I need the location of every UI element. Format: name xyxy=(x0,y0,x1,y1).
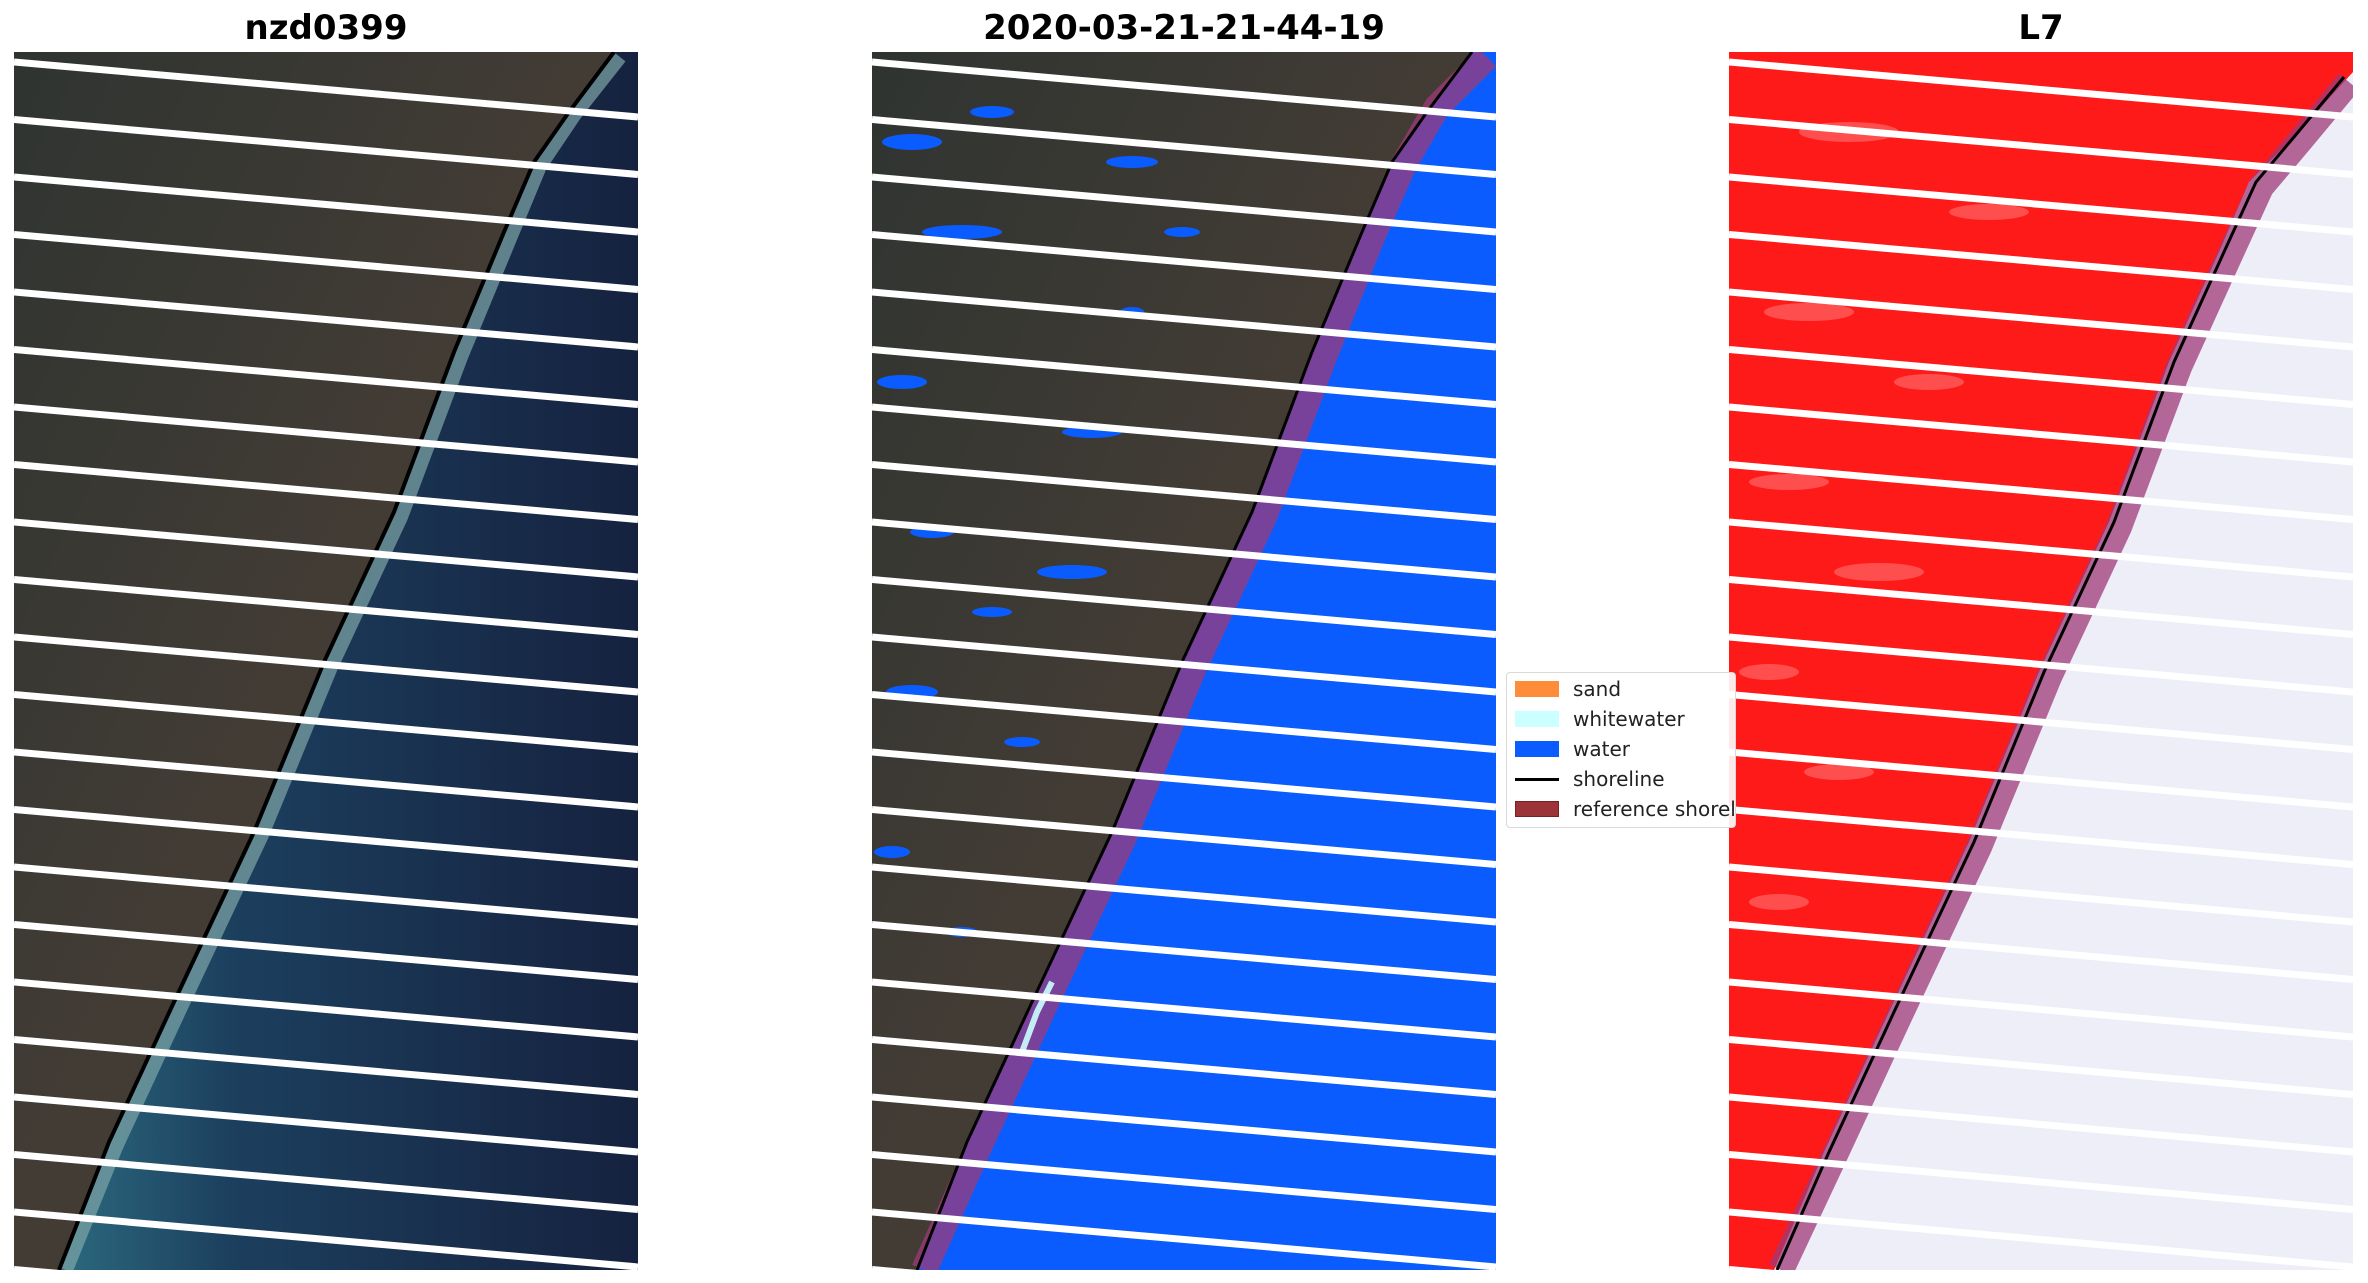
scan-line-gap xyxy=(14,461,638,523)
scan-line-gap xyxy=(14,633,638,696)
scan-line-gap xyxy=(1729,58,2353,121)
scan-line-gap xyxy=(872,921,1496,983)
legend-swatch-sand xyxy=(1515,681,1559,697)
scan-line-gap xyxy=(14,691,638,753)
rgb-image-panel xyxy=(14,52,638,1270)
scan-line-gap xyxy=(872,403,1496,466)
scan-line-gap xyxy=(872,1151,1496,1213)
panel-title-rgb: nzd0399 xyxy=(244,8,408,48)
scan-line-gap xyxy=(1729,978,2353,1041)
scan-line-gap xyxy=(14,346,638,408)
scan-line-gap xyxy=(1729,288,2353,351)
scan-line-gap xyxy=(872,691,1496,753)
legend-item-sand: sand xyxy=(1507,675,1735,701)
scan-line-gap xyxy=(872,173,1496,236)
scan-line-gap xyxy=(872,806,1496,868)
whitewater-strip xyxy=(1019,980,1055,1054)
legend: sand whitewater water shoreline referenc… xyxy=(1506,672,1736,828)
scan-line-gap xyxy=(872,748,1496,811)
scan-line-gap xyxy=(1729,691,2353,753)
panel-title-classified: 2020-03-21-21-44-19 xyxy=(983,8,1385,48)
legend-swatch-reference-shoreline xyxy=(1515,801,1559,817)
classified-image-panel xyxy=(872,52,1496,1270)
scan-line-gap xyxy=(14,288,638,351)
scan-line-gap xyxy=(872,231,1496,293)
scan-line-gap xyxy=(1729,1036,2353,1098)
scan-line-gap xyxy=(14,806,638,868)
water-index-panel xyxy=(1729,52,2353,1270)
legend-label-reference-shoreline: reference shoreline xyxy=(1573,797,1736,821)
legend-swatch-whitewater xyxy=(1515,711,1559,727)
scan-line-gap xyxy=(1729,921,2353,983)
scan-line-gap xyxy=(872,1093,1496,1156)
scan-line-gap xyxy=(872,1036,1496,1098)
legend-label-shoreline: shoreline xyxy=(1573,767,1665,791)
scan-line-gap xyxy=(14,518,638,581)
scan-line-gap xyxy=(1729,461,2353,523)
scan-line-gap xyxy=(14,863,638,926)
scan-line-gap xyxy=(872,116,1496,178)
legend-item-water: water xyxy=(1507,735,1735,761)
scan-line-gap xyxy=(1729,863,2353,926)
scan-line-gap xyxy=(1729,116,2353,178)
scan-line-gaps xyxy=(872,58,1496,1270)
scan-line-gap xyxy=(14,116,638,178)
scan-line-gap xyxy=(1729,231,2353,293)
scan-line-gap xyxy=(14,1151,638,1213)
scan-line-gap xyxy=(872,58,1496,121)
scan-line-gap xyxy=(1729,346,2353,408)
scan-line-gap xyxy=(872,346,1496,408)
scan-line-gap xyxy=(1729,1151,2353,1213)
scan-line-gap xyxy=(1729,518,2353,581)
scan-line-gap xyxy=(14,1093,638,1156)
scan-line-gap xyxy=(1729,1093,2353,1156)
scan-line-gaps xyxy=(1729,58,2353,1270)
scan-line-gap xyxy=(14,978,638,1041)
scan-line-gap xyxy=(1729,1208,2353,1270)
scan-line-gap xyxy=(14,576,638,638)
reference-shoreline-band xyxy=(1769,73,2353,1270)
legend-label-water: water xyxy=(1573,737,1630,761)
scan-line-gap xyxy=(1729,173,2353,236)
scan-line-gap xyxy=(872,576,1496,638)
legend-item-shoreline: shoreline xyxy=(1507,765,1735,791)
scan-line-gap xyxy=(1729,748,2353,811)
scan-line-gap xyxy=(14,403,638,466)
panel-title-index: L7 xyxy=(2018,8,2064,48)
scan-line-gap xyxy=(14,231,638,293)
scan-line-gap xyxy=(1729,576,2353,638)
scan-line-gap xyxy=(1729,806,2353,868)
scan-line-gap xyxy=(14,748,638,811)
legend-label-sand: sand xyxy=(1573,677,1622,701)
scan-line-gap xyxy=(1729,633,2353,696)
scan-line-gap xyxy=(872,461,1496,523)
legend-item-reference-shoreline: reference shoreline xyxy=(1507,795,1736,821)
legend-label-whitewater: whitewater xyxy=(1573,707,1685,731)
scan-line-gap xyxy=(14,58,638,121)
scan-line-gaps xyxy=(14,58,638,1270)
scan-line-gap xyxy=(1729,403,2353,466)
scan-line-gap xyxy=(872,633,1496,696)
scan-line-gap xyxy=(14,1036,638,1098)
scan-line-gap xyxy=(14,173,638,236)
scan-line-gap xyxy=(14,1208,638,1270)
scan-line-gap xyxy=(14,921,638,983)
scan-line-gap xyxy=(872,863,1496,926)
legend-item-whitewater: whitewater xyxy=(1507,705,1735,731)
scan-line-gap xyxy=(872,978,1496,1041)
scan-line-gap xyxy=(872,288,1496,351)
scan-line-gap xyxy=(872,518,1496,581)
scan-line-gap xyxy=(872,1208,1496,1270)
legend-swatch-water xyxy=(1515,741,1559,757)
legend-line-shoreline xyxy=(1515,778,1559,781)
